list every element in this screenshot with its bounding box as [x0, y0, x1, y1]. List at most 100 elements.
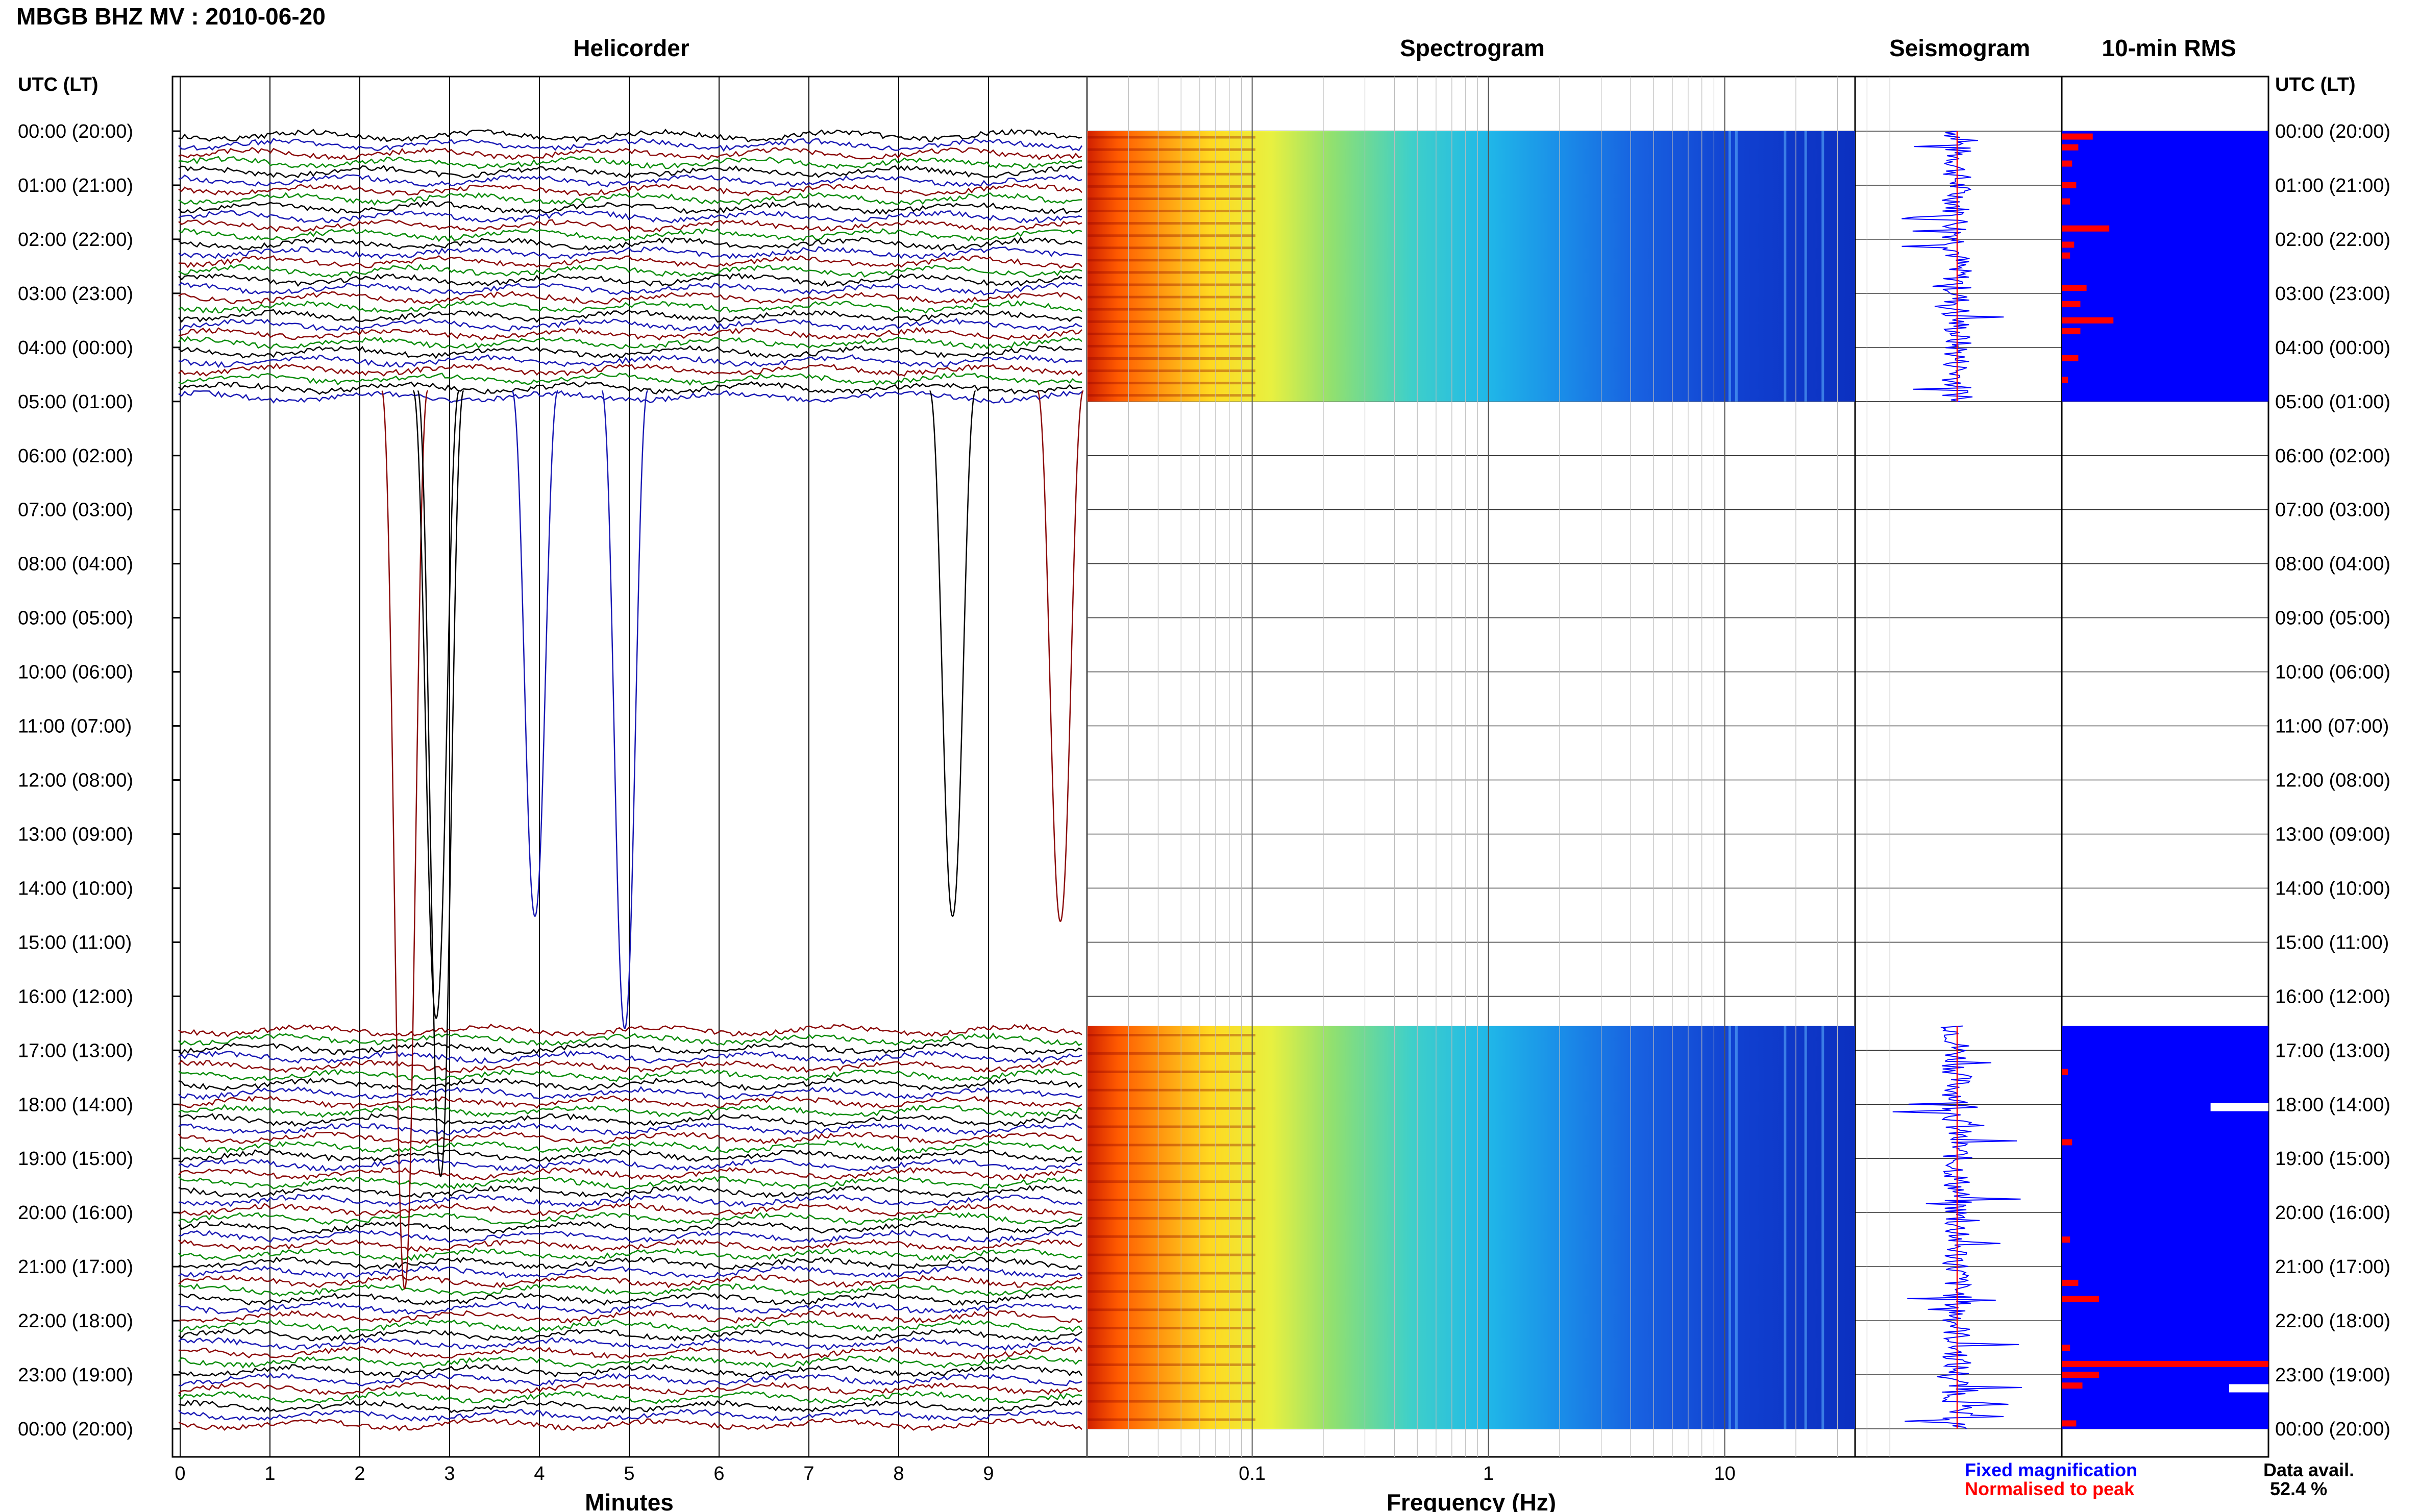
helicorder-excursion	[1036, 390, 1084, 922]
helicorder-title: Helicorder	[573, 35, 689, 61]
helicorder-trace	[178, 1077, 1082, 1091]
time-tick-right: 02:00 (22:00)	[2275, 229, 2390, 251]
time-tick-right: 06:00 (02:00)	[2275, 445, 2390, 467]
helicorder-excursion	[381, 390, 429, 1290]
time-tick-left: 22:00 (18:00)	[18, 1310, 133, 1332]
helicorder-trace	[178, 236, 1082, 251]
time-tick-right: 07:00 (03:00)	[2275, 500, 2390, 521]
time-tick-left: 17:00 (13:00)	[18, 1040, 133, 1061]
time-tick-left: 07:00 (03:00)	[18, 500, 133, 521]
time-tick-left: 14:00 (10:00)	[18, 878, 133, 899]
helicorder-trace	[178, 300, 1082, 314]
helicorder-trace	[178, 228, 1082, 242]
frequency-tick-label: 10	[1714, 1463, 1735, 1484]
time-tick-left: 04:00 (00:00)	[18, 337, 133, 359]
helicorder-trace	[178, 210, 1082, 224]
helicorder-trace	[178, 336, 1082, 350]
rms-bar	[2062, 377, 2068, 383]
time-tick-left: 08:00 (04:00)	[18, 554, 133, 575]
helicorder-trace	[178, 1095, 1082, 1109]
helicorder-trace	[178, 1212, 1082, 1225]
time-tick-left: 00:00 (20:00)	[18, 1419, 133, 1440]
helicorder-trace	[178, 192, 1082, 206]
helicorder-trace	[178, 1355, 1082, 1369]
helicorder-excursion	[511, 390, 559, 917]
rms-bar	[2062, 355, 2079, 362]
time-tick-left: 21:00 (17:00)	[18, 1256, 133, 1278]
rms-title: 10-min RMS	[2102, 35, 2236, 61]
time-tick-left: 11:00 (07:00)	[18, 716, 132, 737]
helicorder-trace	[178, 372, 1082, 386]
helicorder-trace	[178, 183, 1082, 196]
helicorder-trace	[178, 318, 1082, 332]
helicorder-trace	[178, 272, 1082, 287]
helicorder-trace	[178, 345, 1082, 359]
helicorder-trace	[178, 1418, 1082, 1431]
minute-tick-label: 9	[983, 1463, 994, 1484]
time-tick-left: 03:00 (23:00)	[18, 283, 133, 305]
minute-tick-label: 5	[624, 1463, 634, 1484]
helicorder-trace	[178, 1059, 1082, 1073]
minute-tick-label: 8	[893, 1463, 904, 1484]
spectrogram-block	[1087, 1026, 1855, 1429]
helicorder-trace	[178, 327, 1082, 341]
helicorder-trace	[178, 1050, 1082, 1064]
minute-tick-label: 6	[713, 1463, 724, 1484]
time-tick-left: 19:00 (15:00)	[18, 1148, 133, 1170]
rms-bar	[2062, 1139, 2072, 1146]
time-tick-left: 23:00 (19:00)	[18, 1365, 133, 1386]
time-tick-right: 05:00 (01:00)	[2275, 391, 2390, 413]
time-tick-right: 11:00 (07:00)	[2275, 716, 2389, 737]
helicorder-trace	[178, 174, 1082, 188]
helicorder-trace	[178, 1122, 1082, 1136]
rms-bar	[2062, 1372, 2099, 1378]
helicorder-trace	[178, 1247, 1082, 1261]
time-tick-left: 20:00 (16:00)	[18, 1202, 133, 1224]
helicorder-trace	[178, 1032, 1082, 1046]
rms-bar	[2062, 1345, 2070, 1351]
helicorder-trace	[178, 1301, 1082, 1315]
helicorder-trace	[178, 1283, 1082, 1297]
helicorder-xlabel: Minutes	[585, 1489, 674, 1512]
helicorder-trace	[178, 1104, 1082, 1118]
station-title: MBGB BHZ MV : 2010-06-20	[16, 3, 326, 30]
rms-bar	[2062, 144, 2079, 151]
helicorder-trace	[178, 363, 1082, 377]
helicorder-trace	[178, 128, 1082, 143]
helicorder-trace	[178, 137, 1083, 152]
time-tick-right: 13:00 (09:00)	[2275, 824, 2390, 845]
helicorder-trace	[178, 1230, 1082, 1243]
spectrogram-xlabel: Frequency (Hz)	[1387, 1489, 1556, 1512]
helicorder-trace	[178, 1256, 1082, 1270]
helicorder-trace	[178, 201, 1082, 215]
legend-fixed-magnification: Fixed magnification	[1965, 1459, 2137, 1480]
helicorder-trace	[178, 1408, 1082, 1422]
time-tick-right: 10:00 (06:00)	[2275, 662, 2390, 683]
rms-fill	[2062, 1026, 2268, 1429]
time-tick-left: 09:00 (05:00)	[18, 608, 133, 629]
rms-bar	[2062, 198, 2070, 205]
rms-bar	[2062, 328, 2081, 335]
seismogram-title: Seismogram	[1889, 35, 2030, 61]
minute-tick-label: 0	[175, 1463, 185, 1484]
helicorder-trace	[178, 156, 1082, 169]
helicorder-trace	[178, 282, 1082, 296]
rms-bar	[2062, 160, 2072, 167]
spectrogram-block	[1087, 131, 1855, 402]
helicorder-trace	[178, 1238, 1082, 1252]
rms-bar	[2062, 1236, 2070, 1243]
frequency-tick-label: 0.1	[1239, 1463, 1266, 1484]
helicorder-trace	[178, 1139, 1082, 1154]
time-tick-left: 00:00 (20:00)	[18, 121, 133, 142]
minute-tick-label: 3	[444, 1463, 455, 1484]
helicorder-trace	[178, 1292, 1082, 1306]
time-tick-right: 21:00 (17:00)	[2275, 1256, 2390, 1278]
minute-tick-label: 7	[803, 1463, 814, 1484]
frequency-tick-label: 1	[1483, 1463, 1494, 1484]
time-axis-title-left: UTC (LT)	[18, 74, 98, 95]
rms-frame	[2061, 76, 2269, 1458]
rms-bar	[2062, 317, 2114, 324]
helicorder-trace	[178, 1309, 1082, 1324]
helicorder-excursion	[417, 390, 464, 1177]
helicorder-trace	[178, 219, 1082, 233]
